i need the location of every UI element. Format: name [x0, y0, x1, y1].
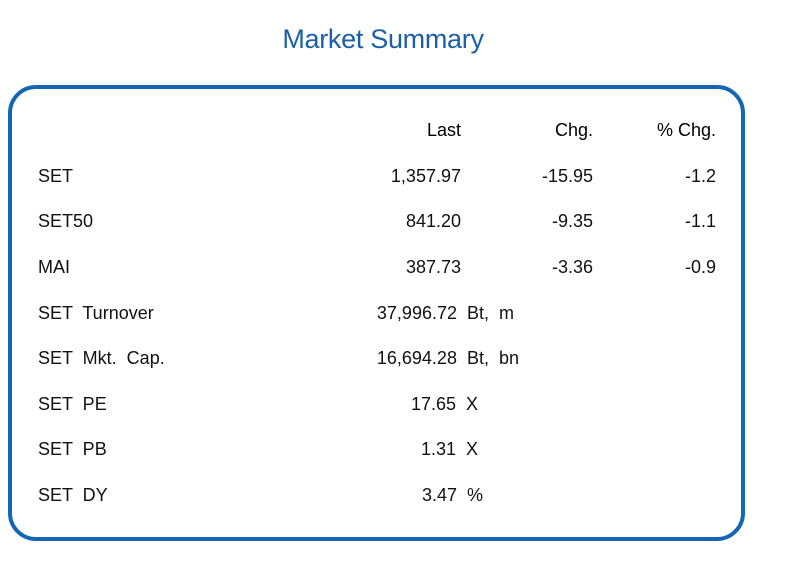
row-label-set50: SET50: [38, 211, 94, 231]
row-label-mai: MAI: [38, 257, 71, 277]
row-label-set-pb: SET PB: [38, 439, 107, 459]
row-last-set-dy: 3.47 %: [421, 485, 483, 505]
row-label-set-pe: SET PE: [38, 394, 107, 414]
row-last-set-pb: 1.31 X: [420, 439, 478, 459]
header-last: Last: [426, 120, 461, 140]
row-chg-set50: -9.35: [551, 211, 593, 231]
row-pct-set50: -1.1: [684, 211, 716, 231]
row-last-set-pe: 17.65 X: [410, 394, 478, 414]
row-last-set: 1,357.97: [390, 166, 461, 186]
row-label-set-mkt-cap: SET Mkt. Cap.: [38, 348, 165, 368]
row-label-set: SET: [38, 166, 74, 186]
row-chg-mai: -3.36: [551, 257, 593, 277]
row-label-set-turnover: SET Turnover: [38, 303, 154, 323]
row-last-set-mkt-cap: 16,694.28 Bt, bn: [376, 348, 519, 368]
row-pct-set: -1.2: [684, 166, 716, 186]
header-pct-chg: % Chg.: [656, 120, 716, 140]
row-pct-mai: -0.9: [684, 257, 716, 277]
row-last-set-turnover: 37,996.72 Bt, m: [376, 303, 514, 323]
row-label-set-dy: SET DY: [38, 485, 108, 505]
market-summary-panel: [8, 85, 745, 541]
row-last-mai: 387.73: [405, 257, 461, 277]
header-chg: Chg.: [554, 120, 593, 140]
row-chg-set: -15.95: [541, 166, 593, 186]
page-title: Market Summary: [282, 24, 484, 54]
row-last-set50: 841.20: [405, 211, 461, 231]
